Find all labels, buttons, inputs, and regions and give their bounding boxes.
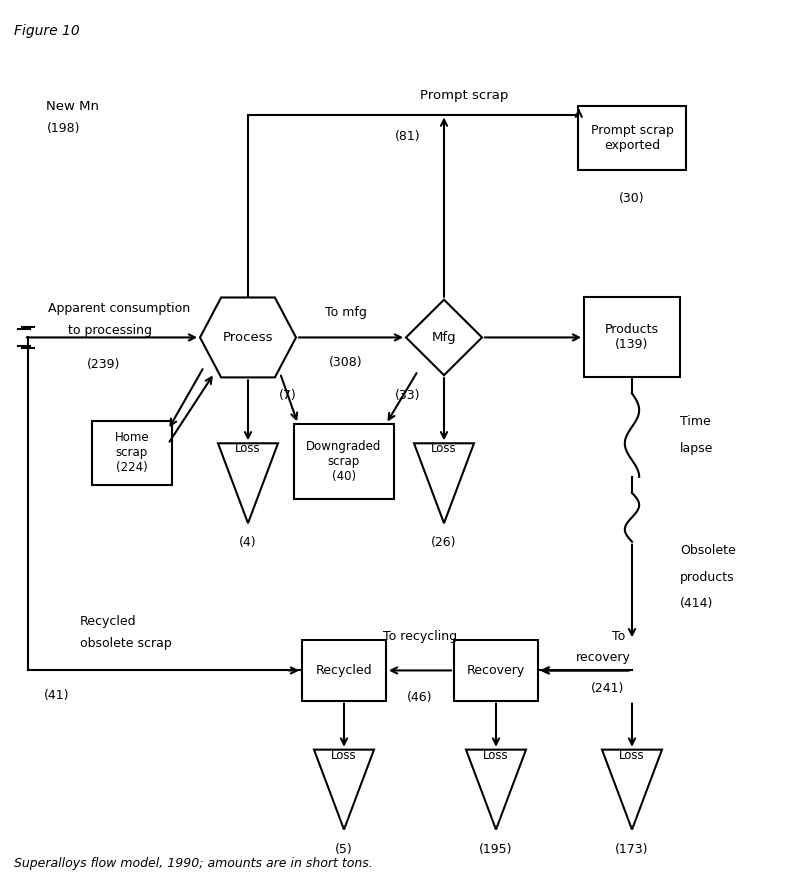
Text: Superalloys flow model, 1990; amounts are in short tons.: Superalloys flow model, 1990; amounts ar… [14, 857, 373, 869]
Polygon shape [466, 749, 526, 829]
Polygon shape [218, 443, 278, 523]
Text: Figure 10: Figure 10 [14, 24, 80, 38]
Text: Prompt scrap: Prompt scrap [420, 89, 508, 101]
Text: (81): (81) [395, 131, 421, 143]
Text: Downgraded
scrap
(40): Downgraded scrap (40) [306, 440, 382, 483]
Text: (4): (4) [239, 536, 257, 550]
Bar [584, 297, 680, 377]
Text: (173): (173) [615, 843, 649, 856]
Text: Process: Process [222, 331, 274, 344]
Text: Loss: Loss [431, 442, 457, 456]
Polygon shape [414, 443, 474, 523]
Text: (239): (239) [87, 358, 121, 370]
Text: Obsolete: Obsolete [680, 544, 736, 557]
Text: Recycled: Recycled [80, 615, 137, 628]
Text: To mfg: To mfg [325, 306, 367, 319]
Text: lapse: lapse [680, 442, 714, 455]
Text: (7): (7) [279, 389, 297, 401]
Polygon shape [200, 297, 296, 377]
Text: Loss: Loss [483, 749, 509, 762]
Text: (195): (195) [479, 843, 513, 856]
Text: (198): (198) [46, 123, 80, 135]
Polygon shape [314, 749, 374, 829]
Text: recovery: recovery [575, 651, 630, 663]
Text: New Mn: New Mn [46, 100, 99, 113]
Text: to processing: to processing [68, 324, 152, 337]
Bar [454, 640, 538, 701]
Text: To recycling: To recycling [383, 630, 457, 643]
Text: Loss: Loss [619, 749, 645, 762]
Text: Apparent consumption: Apparent consumption [48, 302, 190, 314]
Text: Mfg: Mfg [432, 331, 456, 344]
Bar [92, 421, 172, 485]
Text: (46): (46) [407, 691, 433, 703]
Text: Recovery: Recovery [467, 664, 525, 677]
Text: Loss: Loss [331, 749, 357, 762]
Text: Home
scrap
(224): Home scrap (224) [114, 432, 150, 474]
Bar [294, 424, 394, 499]
Text: Loss: Loss [235, 442, 261, 456]
Text: (5): (5) [335, 843, 353, 856]
Text: (26): (26) [431, 536, 457, 550]
Text: Prompt scrap
exported: Prompt scrap exported [590, 123, 674, 152]
Text: products: products [680, 571, 734, 583]
Bar [302, 640, 386, 701]
Bar [578, 106, 686, 170]
Text: To: To [612, 630, 626, 643]
Text: obsolete scrap: obsolete scrap [80, 638, 172, 650]
Text: Recycled: Recycled [316, 664, 372, 677]
Text: (308): (308) [329, 356, 363, 369]
Polygon shape [602, 749, 662, 829]
Text: (33): (33) [395, 389, 421, 401]
Text: (41): (41) [44, 689, 70, 702]
Text: (414): (414) [680, 598, 714, 610]
Text: Products
(139): Products (139) [605, 323, 659, 352]
Text: Time: Time [680, 416, 710, 428]
Text: (30): (30) [619, 192, 645, 204]
Text: (241): (241) [590, 682, 624, 694]
Polygon shape [406, 300, 482, 376]
